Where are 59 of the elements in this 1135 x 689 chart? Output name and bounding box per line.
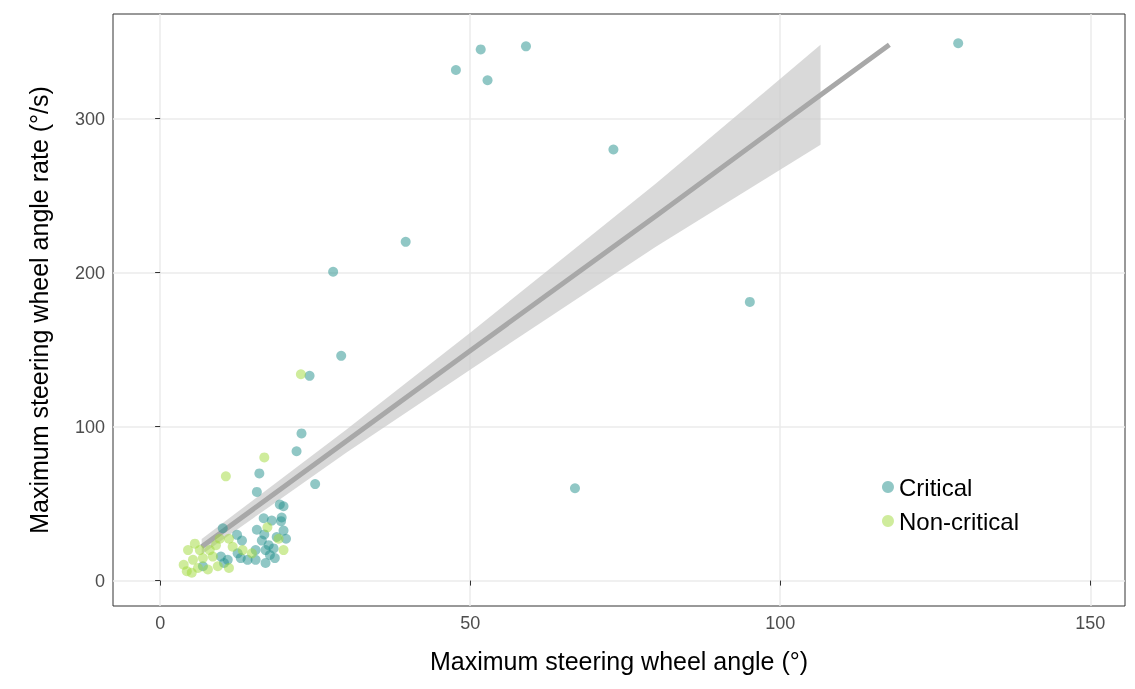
- point: [212, 561, 223, 572]
- point: [744, 296, 755, 307]
- legend-label: Critical: [898, 473, 973, 501]
- x-tick-label: 0: [155, 613, 166, 633]
- point: [475, 44, 486, 55]
- point: [400, 236, 411, 247]
- point: [569, 483, 580, 494]
- point: [227, 541, 238, 552]
- point: [336, 350, 347, 361]
- x-tick-label: 100: [765, 613, 796, 633]
- point: [217, 523, 228, 534]
- point: [223, 533, 234, 544]
- point: [207, 551, 218, 562]
- point: [608, 144, 619, 155]
- point: [296, 428, 307, 439]
- point: [258, 513, 269, 524]
- point: [953, 38, 964, 49]
- legend-label: Non-critical: [898, 507, 1020, 535]
- point: [278, 545, 289, 556]
- point: [223, 562, 234, 573]
- point: [251, 524, 262, 535]
- point: [251, 486, 262, 497]
- y-tick-label: 200: [74, 262, 105, 283]
- point: [194, 545, 205, 556]
- point: [197, 553, 208, 564]
- point: [328, 266, 339, 277]
- point: [269, 553, 280, 564]
- point: [189, 538, 200, 549]
- y-tick-label: 100: [74, 416, 105, 437]
- point: [256, 535, 267, 546]
- point: [276, 516, 287, 527]
- x-axis-title: Maximum steering wheel angle (°): [429, 646, 809, 675]
- point: [186, 567, 197, 578]
- point: [450, 65, 461, 76]
- point: [236, 535, 247, 546]
- point: [235, 553, 246, 564]
- point: [482, 75, 493, 86]
- y-tick-label: 0: [94, 570, 105, 591]
- point: [304, 370, 315, 381]
- point: [246, 548, 257, 559]
- point: [521, 41, 531, 52]
- point: [278, 501, 289, 512]
- point: [260, 558, 271, 569]
- point: [183, 545, 194, 556]
- point: [291, 446, 302, 457]
- point: [237, 545, 248, 556]
- point: [262, 522, 273, 533]
- point: [310, 479, 321, 490]
- point: [214, 533, 225, 544]
- point: [202, 564, 213, 575]
- y-axis-title: Maximum steering wheel angle rate (°/s): [24, 86, 53, 534]
- x-tick-label: 150: [1075, 613, 1106, 633]
- x-tick-label: 50: [460, 613, 481, 633]
- point: [259, 452, 270, 463]
- point: [220, 471, 231, 482]
- point: [254, 468, 265, 479]
- y-tick-label: 300: [74, 108, 105, 129]
- point: [295, 369, 306, 380]
- point: [188, 554, 198, 565]
